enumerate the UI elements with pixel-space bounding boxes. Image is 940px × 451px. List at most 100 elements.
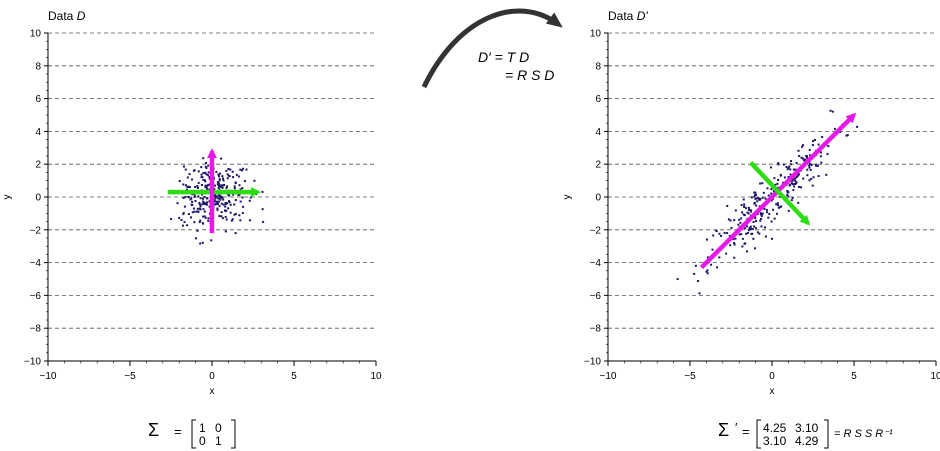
left-data-point — [253, 179, 256, 182]
left-data-point — [208, 188, 211, 191]
left-data-point — [226, 177, 229, 180]
left-data-point — [217, 173, 220, 176]
left-data-point — [202, 178, 205, 181]
left-data-point — [183, 221, 186, 224]
right-data-point — [770, 199, 773, 202]
left-data-point — [261, 190, 264, 193]
right-data-point — [764, 226, 767, 229]
right-data-point — [802, 144, 805, 147]
left-data-point — [191, 200, 194, 203]
right-data-point — [821, 135, 824, 138]
right-data-point — [831, 110, 834, 113]
right-data-point — [748, 226, 751, 229]
right-data-point — [793, 185, 796, 188]
right-data-point — [749, 225, 752, 228]
right-data-point — [743, 203, 746, 206]
right-data-point — [694, 264, 697, 267]
right-data-point — [812, 176, 815, 179]
left-data-point — [188, 173, 191, 176]
left-data-point — [219, 198, 222, 201]
left-data-point — [245, 168, 248, 171]
right-y-tick-label: 6 — [595, 94, 601, 105]
left-data-point — [218, 178, 221, 181]
right-data-point — [762, 191, 765, 194]
left-data-point — [204, 165, 207, 168]
left-data-point — [226, 185, 229, 188]
right-data-point — [743, 205, 746, 208]
right-data-point — [795, 175, 798, 178]
left-data-point — [186, 224, 189, 227]
right-data-point — [777, 204, 780, 207]
left-data-point — [229, 211, 232, 214]
right-data-point — [786, 189, 789, 192]
right-data-point — [797, 185, 800, 188]
left-data-point — [204, 161, 207, 164]
right-data-point — [754, 191, 757, 194]
right-data-point — [742, 213, 745, 216]
left-data-point — [224, 203, 227, 206]
right-y-tick-label: −6 — [590, 291, 602, 302]
right-data-point — [787, 195, 790, 198]
right-data-point — [803, 158, 806, 161]
left-data-point — [195, 237, 198, 240]
left-data-point — [238, 193, 241, 196]
right-data-point — [773, 217, 776, 220]
left-data-point — [215, 200, 218, 203]
right-data-point — [741, 211, 744, 214]
left-chart-title: Data D — [48, 9, 86, 23]
left-data-point — [214, 197, 217, 200]
left-data-point — [210, 239, 213, 242]
right-data-point — [817, 175, 820, 178]
right-data-point — [726, 204, 729, 207]
right-data-point — [808, 162, 811, 165]
right-data-point — [779, 174, 782, 177]
left-data-point — [221, 175, 224, 178]
right-data-point — [733, 241, 736, 244]
right-x-tick-label: 10 — [930, 371, 940, 382]
right-data-point — [765, 208, 768, 211]
right-data-point — [761, 182, 764, 185]
left-data-point — [218, 197, 221, 200]
left-data-point — [208, 205, 211, 208]
left-data-point — [205, 187, 208, 190]
left-data-point — [183, 205, 186, 208]
right-data-point — [771, 237, 774, 240]
left-y-tick-label: −8 — [30, 324, 42, 335]
right-data-point — [806, 174, 809, 177]
right-data-point — [808, 179, 811, 182]
right-data-point — [676, 278, 679, 281]
left-data-point — [199, 242, 202, 245]
right-data-point — [718, 256, 721, 259]
left-data-point — [224, 215, 227, 218]
right-x-tick-label: −10 — [600, 371, 617, 382]
left-data-point — [239, 200, 242, 203]
left-data-point — [233, 203, 236, 206]
left-data-point — [202, 215, 205, 218]
left-data-point — [216, 183, 219, 186]
right-y-tick-label: 0 — [595, 193, 601, 204]
right-data-point — [768, 212, 771, 215]
left-data-point — [191, 178, 194, 181]
right-data-point — [809, 168, 812, 171]
left-data-point — [193, 194, 196, 197]
right-data-point — [770, 188, 773, 191]
right-sigma-symbol: Σ — [718, 420, 729, 440]
right-data-point — [789, 173, 792, 176]
right-data-point — [805, 155, 808, 158]
left-data-point — [206, 197, 209, 200]
left-data-point — [208, 183, 211, 186]
left-data-point — [190, 197, 193, 200]
right-data-point — [751, 228, 754, 231]
left-data-point — [196, 229, 199, 232]
left-equals: = — [174, 424, 182, 439]
left-data-point — [248, 199, 251, 202]
left-data-point — [214, 184, 217, 187]
right-data-point — [777, 162, 780, 165]
left-arrows — [167, 148, 261, 234]
transform-annotation: D′ = T D = R S D — [421, 8, 563, 89]
left-matrix-cell: 0 — [199, 434, 206, 448]
left-data-point — [215, 170, 218, 173]
left-data-point — [207, 171, 210, 174]
left-data-point — [227, 193, 230, 196]
